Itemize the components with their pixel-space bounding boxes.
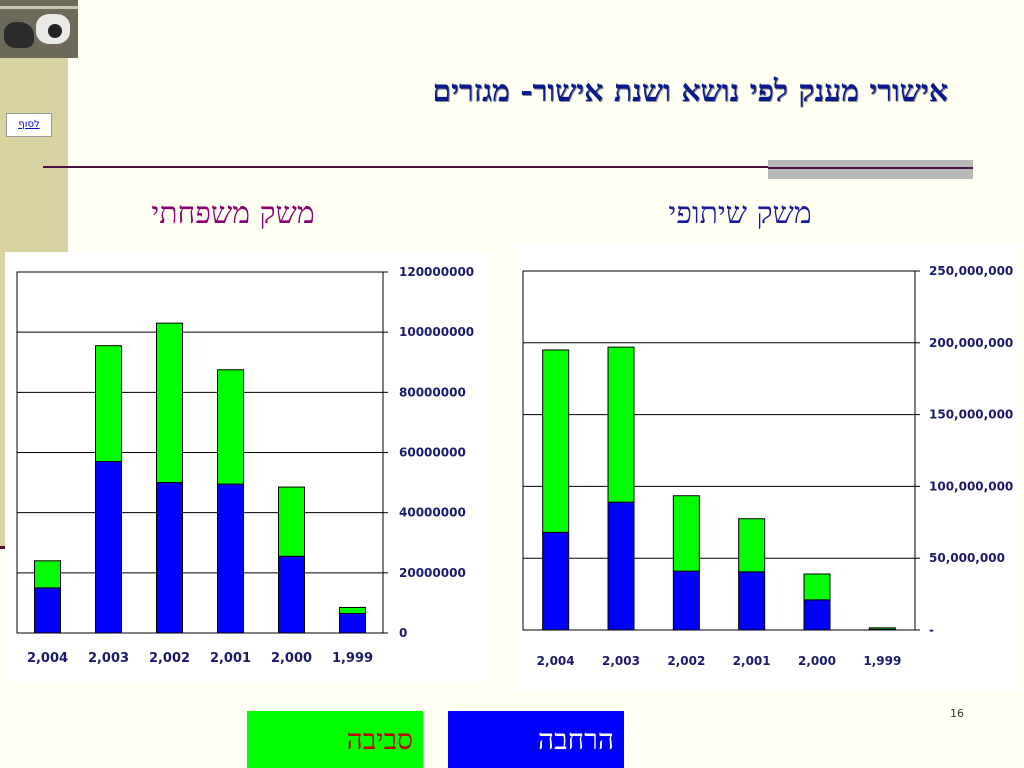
y-tick-label: 100000000 — [399, 325, 474, 339]
bar-segment — [34, 560, 61, 589]
x-tick-label: 2,003 — [602, 654, 640, 668]
chart-panel-family: 0 20000000 40000000 60000000 80000000 1000000… — [5, 252, 489, 682]
y-tick-label: 120000000 — [399, 265, 474, 279]
bar-segment — [339, 606, 366, 614]
title-rule-bar — [768, 160, 973, 179]
bar-segment — [156, 482, 183, 634]
x-tick-label: 1,999 — [332, 651, 373, 666]
y-tick-label: 100,000,000 — [929, 479, 1013, 493]
chart-family-farm: 0 20000000 40000000 60000000 80000000 1000000… — [16, 265, 474, 666]
y-tick-label: 80000000 — [399, 385, 466, 399]
bar-segment — [217, 369, 244, 485]
x-tick-label: 2,001 — [210, 651, 251, 666]
y-tick-label: 60000000 — [399, 446, 466, 460]
bar-segment — [738, 571, 766, 631]
bar-segment — [542, 531, 570, 631]
bar-segment — [217, 483, 244, 634]
plot-area — [522, 270, 916, 631]
x-tick-label: 2,004 — [27, 651, 68, 666]
bar-segment — [868, 627, 896, 630]
slide-title: אישורי מענק לפי נושא ושנת אישור- מגזרים — [432, 74, 948, 109]
y-tick-label: 150,000,000 — [929, 408, 1013, 422]
subtitle-family-farm: משק משפחתי — [151, 196, 315, 231]
bar-segment — [156, 322, 183, 484]
legend-expansion: הרחבה — [448, 711, 624, 768]
bar-segment — [738, 518, 766, 573]
x-tick-label: 2,000 — [798, 654, 836, 668]
x-tick-label: 2,004 — [537, 654, 575, 668]
bar-segment — [803, 599, 831, 631]
y-tick-label: - — [929, 623, 934, 637]
subtitle-cooperative-farm: משק שיתופי — [668, 196, 812, 231]
x-tick-label: 2,002 — [667, 654, 705, 668]
bar-segment — [278, 555, 305, 634]
x-tick-label: 2,002 — [149, 651, 190, 666]
x-tick-label: 2,001 — [733, 654, 771, 668]
legend-environment: סביבה — [247, 711, 423, 768]
chart-cooperative-farm: - 50,000,000 100,000,000 150,000,000 200,000… — [522, 264, 1013, 668]
y-tick-label: 50,000,000 — [929, 551, 1005, 565]
bar-segment — [95, 345, 122, 463]
y-tick-label: 0 — [399, 626, 407, 640]
title-rule — [43, 166, 768, 168]
x-tick-label: 1,999 — [863, 654, 901, 668]
bar-segment — [34, 587, 61, 634]
corner-photo-cows — [0, 0, 78, 58]
bar-segment — [607, 501, 635, 631]
page-number: 16 — [950, 707, 964, 720]
bar-segment — [542, 349, 570, 533]
y-tick-label: 200,000,000 — [929, 336, 1013, 350]
y-tick-label: 40000000 — [399, 506, 466, 520]
y-tick-label: 250,000,000 — [929, 264, 1013, 278]
bar-segment — [803, 573, 831, 601]
x-tick-label: 2,003 — [88, 651, 129, 666]
bar-segment — [607, 346, 635, 503]
chart-panel-cooperative: - 50,000,000 100,000,000 150,000,000 200,000… — [515, 243, 1019, 690]
bar-segment — [95, 461, 122, 634]
bar-segment — [339, 612, 366, 634]
bar-segment — [278, 486, 305, 557]
x-tick-label: 2,000 — [271, 651, 312, 666]
bar-segment — [672, 570, 700, 631]
bar-segment — [672, 495, 700, 572]
y-tick-label: 20000000 — [399, 566, 466, 580]
link-to-end[interactable]: לסוף — [6, 113, 52, 137]
